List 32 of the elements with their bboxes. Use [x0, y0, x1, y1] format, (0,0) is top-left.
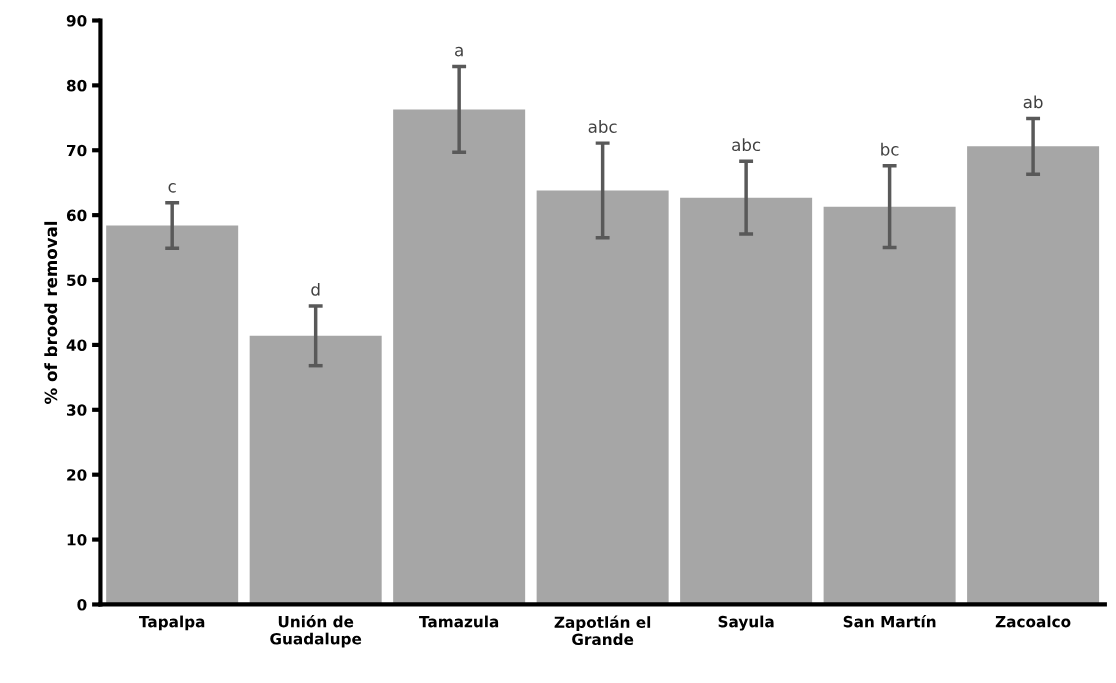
- bar: [106, 225, 239, 605]
- bar: [967, 146, 1100, 605]
- bar: [823, 206, 956, 605]
- bar: [393, 109, 526, 605]
- bar: [249, 335, 382, 605]
- x-tick-label: Tamazula: [419, 615, 499, 628]
- y-tick-label: 80: [66, 79, 87, 92]
- y-tick-label: 20: [67, 469, 87, 481]
- x-tick-label: San Martín: [843, 614, 936, 628]
- y-tick-label: 40: [66, 339, 87, 351]
- y-tick-label: 0: [77, 598, 87, 611]
- bar: [536, 190, 669, 605]
- y-tick-label: 10: [67, 534, 87, 546]
- x-tick-label: Zacoalco: [995, 615, 1071, 628]
- x-tick-label: Unión de Guadalupe: [270, 614, 362, 648]
- x-tick-label: Zapotlán el Grande: [554, 615, 651, 646]
- annotation: abc: [588, 120, 617, 133]
- bar: [680, 197, 813, 605]
- annotation: bc: [881, 142, 899, 156]
- x-tick-label: Sayula: [718, 615, 774, 631]
- annotation: ab: [1023, 95, 1043, 109]
- y-tick-label: 50: [67, 274, 87, 287]
- y-tick-label: 70: [67, 144, 87, 157]
- y-axis-title: % of brood removal: [44, 221, 58, 404]
- y-tick-label: 60: [66, 209, 87, 222]
- annotation: a: [455, 46, 463, 57]
- y-tick-label: 30: [67, 404, 87, 416]
- y-tick-label: 90: [66, 14, 87, 27]
- annotation: d: [311, 282, 320, 296]
- annotation: c: [168, 183, 176, 193]
- x-tick-label: Tapalpa: [139, 615, 205, 631]
- annotation: abc: [732, 138, 761, 152]
